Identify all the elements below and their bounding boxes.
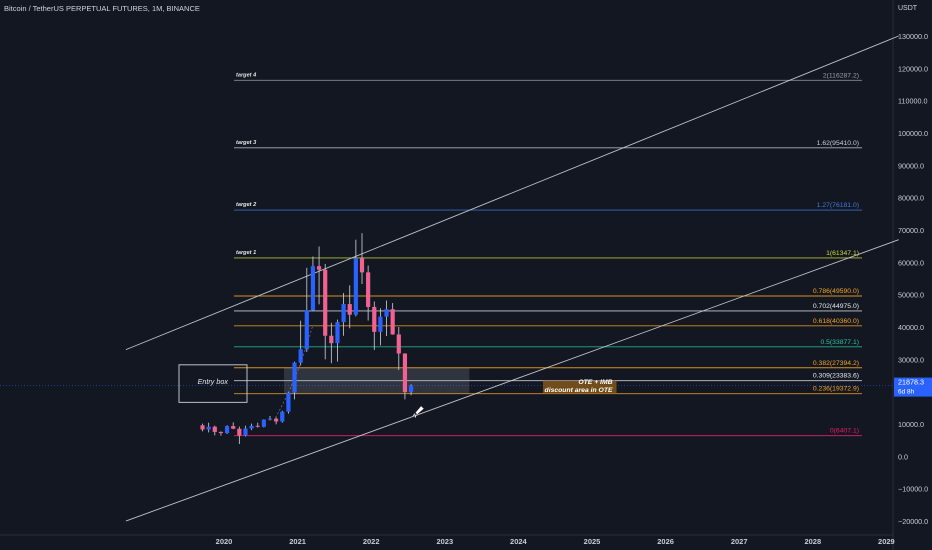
fib-level-label: 1.62(95410.0) bbox=[817, 140, 859, 147]
y-tick-label: 130000.0 bbox=[898, 32, 928, 41]
ote-box-label-line2: discount area in OTE bbox=[545, 387, 613, 394]
candle-body bbox=[243, 428, 248, 436]
axis-currency-label[interactable]: USDT bbox=[898, 5, 918, 12]
x-tick-label: 2022 bbox=[363, 537, 380, 546]
candle-body bbox=[304, 310, 309, 350]
fib-level-label: 0.786(49590.0) bbox=[813, 288, 859, 295]
last-price-badge bbox=[894, 377, 932, 397]
target-marker-label: target 2 bbox=[236, 202, 257, 208]
y-tick-label: 100000.0 bbox=[898, 129, 928, 138]
candle-body bbox=[249, 425, 254, 429]
fib-level-label: 0.618(40360.0) bbox=[813, 318, 859, 325]
fib-level-label: 0.236(19372.9) bbox=[813, 386, 859, 393]
y-tick-label: 50000.0 bbox=[898, 291, 924, 300]
candle-body bbox=[212, 426, 217, 432]
target-marker-label: target 3 bbox=[236, 140, 257, 146]
candle-body bbox=[335, 322, 340, 344]
candle-body bbox=[390, 309, 395, 335]
candle-body bbox=[366, 272, 371, 307]
y-tick-label: 80000.0 bbox=[898, 194, 924, 203]
rocket-icon bbox=[412, 406, 424, 418]
fib-level-label: 0(6407.1) bbox=[830, 428, 859, 435]
candle-body bbox=[408, 385, 414, 392]
fib-level-label: 0.382(27394.2) bbox=[813, 360, 859, 367]
candle-body bbox=[292, 362, 297, 393]
last-price-value: 21878.3 bbox=[898, 378, 924, 387]
candle-body bbox=[378, 316, 383, 332]
candles-layer bbox=[200, 233, 414, 445]
channel-layer bbox=[125, 35, 899, 522]
x-tick-label: 2027 bbox=[731, 537, 748, 546]
ote-box bbox=[542, 380, 617, 394]
x-tick-label: 2024 bbox=[510, 537, 528, 546]
target-marker-label: target 4 bbox=[236, 72, 257, 78]
x-tick-label: 2026 bbox=[657, 537, 674, 546]
chart-title: Bitcoin / TetherUS PERPETUAL FUTURES, 1M… bbox=[4, 4, 200, 13]
entry-box-label: Entry box bbox=[198, 377, 229, 386]
axes-layer: 130000.0 120000.0 110000.0 100000.0 90000.0 8… bbox=[216, 32, 932, 546]
y-tick-label: 40000.0 bbox=[898, 323, 924, 332]
x-tick-label: 2029 bbox=[878, 537, 895, 546]
x-tick-label: 2025 bbox=[584, 537, 601, 546]
candle-body bbox=[310, 266, 316, 311]
candle-body bbox=[323, 269, 328, 336]
candle-body bbox=[218, 431, 224, 434]
fib-level-label: 2(116287.2) bbox=[823, 72, 859, 79]
y-tick-label: 30000.0 bbox=[898, 355, 924, 364]
y-tick-label: 0.0 bbox=[898, 452, 908, 461]
ote-box-label-line1: OTE + IMB bbox=[578, 379, 612, 386]
y-tick-label: 90000.0 bbox=[898, 161, 924, 170]
y-tick-label: 60000.0 bbox=[898, 258, 924, 267]
candle-body bbox=[206, 426, 211, 430]
labels-layer: 2(116287.2) target 4 1.62(95410.0) target 3… bbox=[198, 72, 859, 434]
candle-body bbox=[396, 334, 401, 354]
entry-box-frame bbox=[178, 364, 248, 403]
y-tick-label: −20000.0 bbox=[898, 517, 928, 526]
x-tick-label: 2020 bbox=[216, 537, 233, 546]
y-tick-label: 10000.0 bbox=[898, 420, 924, 429]
candle-body bbox=[224, 426, 230, 434]
fib-level-label: 0.702(44975.0) bbox=[813, 303, 859, 310]
candle-body bbox=[384, 309, 389, 317]
candle-body bbox=[341, 304, 346, 323]
candle-body bbox=[298, 349, 303, 363]
candle-body bbox=[353, 258, 358, 315]
candle-body bbox=[329, 335, 334, 344]
x-tick-label: 2021 bbox=[289, 537, 306, 546]
candle-body bbox=[267, 418, 273, 420]
channel-upper-line bbox=[125, 35, 899, 351]
last-price-countdown: 6d 8h bbox=[898, 389, 915, 396]
fib-level-label: 1.27(76181.0) bbox=[817, 202, 859, 209]
y-tick-label: 70000.0 bbox=[898, 226, 924, 235]
y-tick-label: 120000.0 bbox=[898, 64, 928, 73]
y-tick-label: −10000.0 bbox=[898, 485, 928, 494]
x-tick-label: 2028 bbox=[804, 537, 821, 546]
candle-body bbox=[200, 425, 205, 430]
annotation-boxes-layer bbox=[178, 364, 617, 403]
candle-body bbox=[402, 353, 408, 392]
candle-body bbox=[255, 425, 260, 427]
y-tick-label: 110000.0 bbox=[898, 97, 927, 106]
candle-body bbox=[286, 392, 291, 412]
candle-body bbox=[237, 428, 242, 436]
candle-body bbox=[231, 426, 236, 429]
fib-level-label: 1(61347.1) bbox=[826, 250, 859, 257]
fractal-projection-line bbox=[275, 326, 313, 418]
candle-body bbox=[372, 306, 377, 332]
candle-body bbox=[280, 411, 285, 422]
entry-box-fill bbox=[284, 367, 470, 394]
candle-body bbox=[347, 304, 352, 315]
candle-body bbox=[359, 258, 365, 273]
candle-body bbox=[274, 418, 279, 422]
fib-level-label: 0.309(23383.6) bbox=[813, 373, 859, 380]
channel-lower-line bbox=[125, 239, 899, 522]
fib-level-label: 0.5(33877.1) bbox=[820, 339, 859, 346]
target-marker-label: target 1 bbox=[236, 250, 256, 256]
grid-layer bbox=[0, 0, 894, 550]
candle-body bbox=[316, 266, 322, 270]
candle-body bbox=[261, 419, 266, 427]
x-tick-label: 2023 bbox=[436, 537, 453, 546]
